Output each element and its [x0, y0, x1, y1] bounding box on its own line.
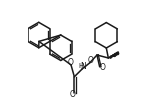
Text: O: O [68, 58, 74, 67]
Text: O: O [99, 64, 105, 72]
Text: O: O [87, 56, 93, 65]
Text: O: O [70, 90, 76, 99]
Text: H: H [79, 63, 84, 69]
Text: N: N [80, 62, 86, 71]
